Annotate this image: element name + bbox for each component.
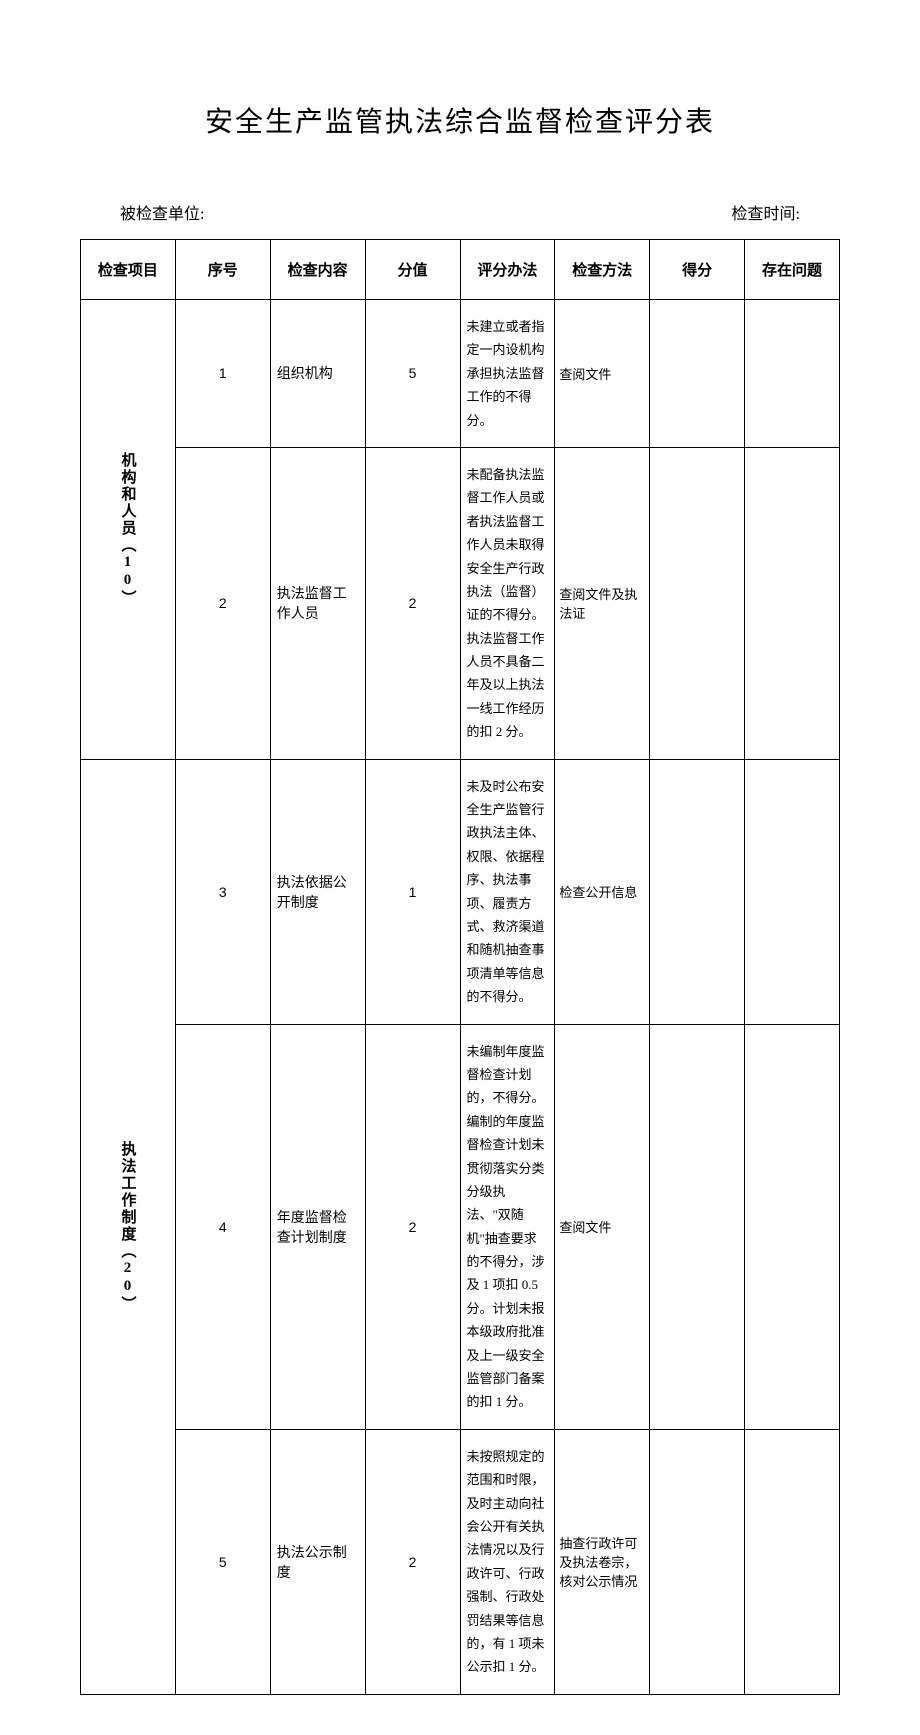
result-cell	[650, 300, 745, 448]
table-row: 2 执法监督工作人员 2 未配备执法监督工作人员或者执法监督工作人员未取得安全生…	[81, 447, 840, 759]
content-cell: 年度监督检查计划制度	[270, 1024, 365, 1429]
header-category: 检查项目	[81, 240, 176, 300]
table-row: 4 年度监督检查计划制度 2 未编制年度监督检查计划的，不得分。编制的年度监督检…	[81, 1024, 840, 1429]
header-seq: 序号	[175, 240, 270, 300]
unit-label: 被检查单位:	[120, 200, 204, 224]
method-cell: 未编制年度监督检查计划的，不得分。编制的年度监督检查计划未贯彻落实分类分级执法、…	[460, 1024, 555, 1429]
content-cell: 组织机构	[270, 300, 365, 448]
header-content: 检查内容	[270, 240, 365, 300]
result-cell	[650, 1429, 745, 1694]
problem-cell	[745, 300, 840, 448]
seq-cell: 3	[175, 759, 270, 1024]
page-title: 安全生产监管执法综合监督检查评分表	[80, 100, 840, 140]
content-cell: 执法监督工作人员	[270, 447, 365, 759]
check-cell: 查阅文件	[555, 1024, 650, 1429]
category-cell: 执法工作制度︵20︶	[81, 759, 176, 1694]
content-cell: 执法依据公开制度	[270, 759, 365, 1024]
header-problem: 存在问题	[745, 240, 840, 300]
method-cell: 未配备执法监督工作人员或者执法监督工作人员未取得安全生产行政执法（监督）证的不得…	[460, 447, 555, 759]
table-row: 5 执法公示制度 2 未按照规定的范围和时限，及时主动向社会公开有关执法情况以及…	[81, 1429, 840, 1694]
seq-cell: 4	[175, 1024, 270, 1429]
problem-cell	[745, 759, 840, 1024]
category-cell: 机构和人员︵10︶	[81, 300, 176, 760]
result-cell	[650, 759, 745, 1024]
problem-cell	[745, 447, 840, 759]
result-cell	[650, 447, 745, 759]
header-check: 检查方法	[555, 240, 650, 300]
problem-cell	[745, 1429, 840, 1694]
seq-cell: 2	[175, 447, 270, 759]
score-table: 检查项目 序号 检查内容 分值 评分办法 检查方法 得分 存在问题 机构和人员︵…	[80, 239, 840, 1695]
check-cell: 查阅文件及执法证	[555, 447, 650, 759]
header-method: 评分办法	[460, 240, 555, 300]
score-cell: 2	[365, 447, 460, 759]
score-cell: 2	[365, 1429, 460, 1694]
time-label: 检查时间:	[732, 200, 800, 224]
method-cell: 未按照规定的范围和时限，及时主动向社会公开有关执法情况以及行政许可、行政强制、行…	[460, 1429, 555, 1694]
meta-row: 被检查单位: 检查时间:	[80, 200, 840, 224]
score-cell: 5	[365, 300, 460, 448]
table-header-row: 检查项目 序号 检查内容 分值 评分办法 检查方法 得分 存在问题	[81, 240, 840, 300]
header-score: 分值	[365, 240, 460, 300]
problem-cell	[745, 1024, 840, 1429]
check-cell: 查阅文件	[555, 300, 650, 448]
score-cell: 2	[365, 1024, 460, 1429]
table-row: 机构和人员︵10︶ 1 组织机构 5 未建立或者指定一内设机构承担执法监督工作的…	[81, 300, 840, 448]
check-cell: 检查公开信息	[555, 759, 650, 1024]
content-cell: 执法公示制度	[270, 1429, 365, 1694]
header-result: 得分	[650, 240, 745, 300]
method-cell: 未建立或者指定一内设机构承担执法监督工作的不得分。	[460, 300, 555, 448]
table-row: 执法工作制度︵20︶ 3 执法依据公开制度 1 未及时公布安全生产监管行政执法主…	[81, 759, 840, 1024]
seq-cell: 1	[175, 300, 270, 448]
seq-cell: 5	[175, 1429, 270, 1694]
result-cell	[650, 1024, 745, 1429]
method-cell: 未及时公布安全生产监管行政执法主体、权限、依据程序、执法事项、履责方式、救济渠道…	[460, 759, 555, 1024]
score-cell: 1	[365, 759, 460, 1024]
check-cell: 抽查行政许可及执法卷宗，核对公示情况	[555, 1429, 650, 1694]
